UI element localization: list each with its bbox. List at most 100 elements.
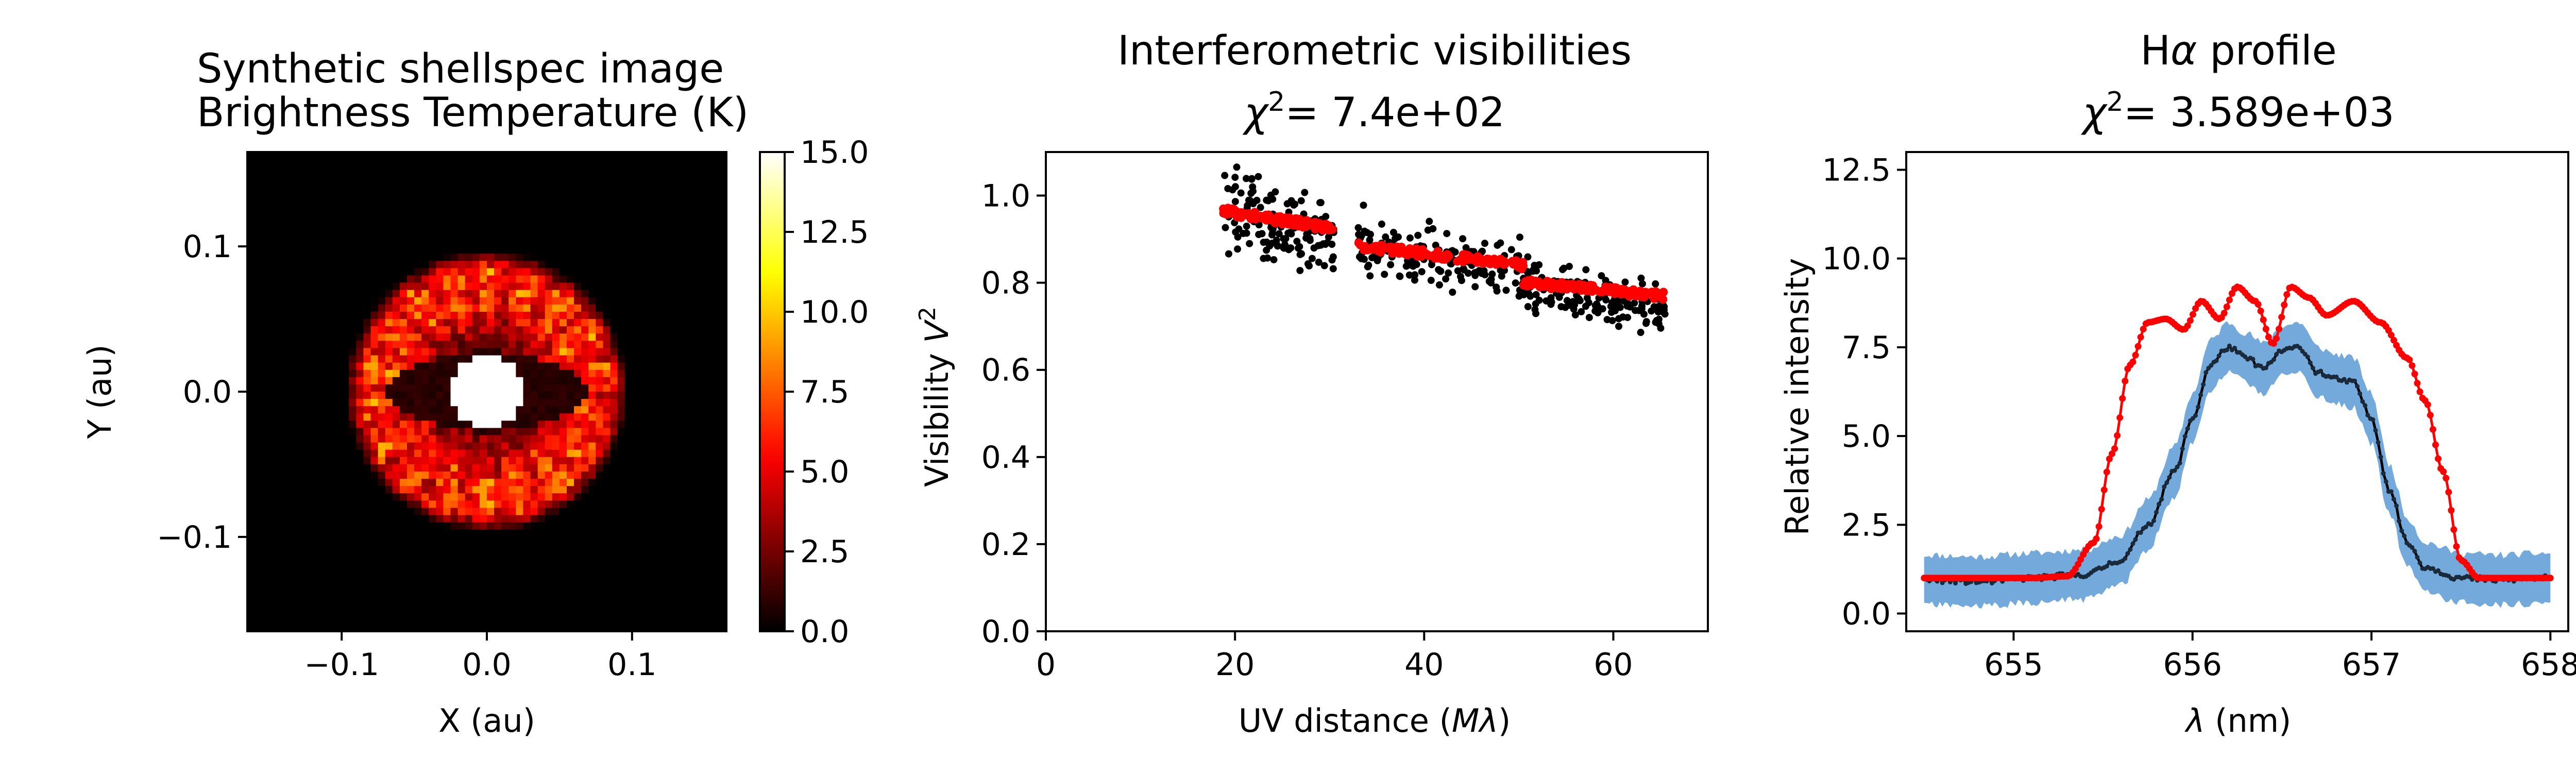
heatmap-cell	[399, 224, 408, 232]
heatmap-cell	[697, 428, 705, 436]
heatmap-cell	[436, 377, 444, 385]
heatmap-cell	[283, 595, 292, 603]
heatmap-cell	[327, 595, 335, 603]
heatmap-cell	[719, 377, 727, 385]
heatmap-cell	[247, 609, 255, 617]
heatmap-cell	[596, 210, 604, 218]
heatmap-cell	[596, 587, 604, 596]
heatmap-cell	[349, 174, 357, 181]
heatmap-cell	[472, 195, 480, 204]
heatmap-cell	[334, 355, 342, 363]
heatmap-cell	[487, 174, 495, 181]
heatmap-cell	[647, 261, 654, 269]
heatmap-cell	[378, 261, 386, 269]
heatmap-cell	[392, 254, 400, 261]
heatmap-cell	[559, 529, 567, 537]
heatmap-cell	[399, 595, 408, 603]
heatmap-cell	[596, 522, 604, 530]
heatmap-cell	[675, 166, 684, 174]
heatmap-cell	[262, 435, 269, 443]
heatmap-cell	[487, 224, 495, 232]
heatmap-cell	[647, 239, 654, 247]
heatmap-cell	[719, 457, 727, 465]
heatmap-cell	[421, 239, 429, 247]
heatmap-cell	[276, 587, 284, 596]
heatmap-cell	[617, 551, 625, 559]
heatmap-cell	[349, 464, 357, 472]
heatmap-cell	[494, 377, 502, 385]
heatmap-xlabel: X (au)	[438, 702, 535, 740]
heatmap-cell	[567, 624, 574, 632]
heatmap-cell	[697, 188, 705, 196]
heatmap-cell	[567, 515, 574, 523]
heatmap-cell	[443, 544, 451, 552]
heatmap-cell	[443, 341, 451, 349]
heatmap-cell	[530, 333, 538, 341]
heatmap-cell	[530, 515, 538, 523]
heatmap-cell	[443, 166, 451, 174]
heatmap-cell	[661, 239, 669, 247]
heatmap-cell	[574, 304, 582, 312]
heatmap-cell	[407, 602, 415, 610]
heatmap-cell	[624, 428, 633, 436]
heatmap-cell	[719, 602, 727, 610]
heatmap-cell	[711, 616, 720, 625]
heatmap-cell	[639, 602, 647, 610]
heatmap-cell	[545, 290, 553, 298]
heatmap-cell	[443, 566, 451, 574]
heatmap-cell	[407, 384, 415, 392]
heatmap-cell	[421, 551, 429, 559]
heatmap-cell	[690, 174, 698, 181]
heatmap-cell	[276, 435, 284, 443]
heatmap-cell	[683, 580, 691, 589]
heatmap-cell	[610, 500, 618, 509]
heatmap-cell	[617, 341, 625, 349]
heatmap-cell	[305, 500, 313, 509]
heatmap-cell	[283, 159, 292, 167]
heatmap-cell	[574, 326, 582, 334]
heatmap-cell	[291, 500, 299, 509]
heatmap-cell	[479, 348, 487, 356]
heatmap-cell	[312, 195, 320, 204]
heatmap-cell	[349, 587, 357, 596]
heatmap-cell	[392, 290, 400, 298]
heatmap-cell	[342, 624, 349, 632]
visibility-observed-point	[1599, 305, 1606, 313]
heatmap-cell	[487, 384, 495, 392]
heatmap-cell	[385, 341, 393, 349]
heatmap-cell	[711, 472, 720, 479]
heatmap-cell	[399, 609, 408, 617]
heatmap-cell	[269, 326, 277, 334]
heatmap-cell	[414, 384, 422, 392]
heatmap-cell	[711, 566, 720, 574]
heatmap-cell	[509, 326, 516, 334]
heatmap-cell	[683, 362, 691, 371]
heatmap-cell	[632, 261, 640, 269]
heatmap-cell	[457, 268, 466, 276]
heatmap-cell	[552, 275, 560, 283]
heatmap-cell	[697, 304, 705, 312]
heatmap-cell	[516, 449, 524, 458]
heatmap-cell	[429, 464, 436, 472]
heatmap-cell	[356, 559, 364, 566]
heatmap-cell	[624, 275, 633, 283]
heatmap-cell	[342, 377, 349, 385]
heatmap-cell	[661, 166, 669, 174]
heatmap-cell	[363, 159, 371, 167]
heatmap-cell	[385, 297, 393, 305]
visibility-observed-point	[1623, 299, 1631, 307]
heatmap-cell	[465, 355, 473, 363]
heatmap-cell	[639, 493, 647, 501]
heatmap-cell	[516, 166, 524, 174]
heatmap-cell	[472, 159, 480, 167]
heatmap-cell	[356, 536, 364, 545]
heatmap-cell	[436, 355, 444, 363]
heatmap-cell	[711, 493, 720, 501]
heatmap-cell	[414, 304, 422, 312]
heatmap-cell	[559, 333, 567, 341]
visibility-observed-point	[1317, 199, 1325, 207]
heatmap-cell	[276, 573, 284, 581]
heatmap-cell	[487, 609, 495, 617]
heatmap-cell	[378, 508, 386, 516]
heatmap-cell	[552, 536, 560, 545]
